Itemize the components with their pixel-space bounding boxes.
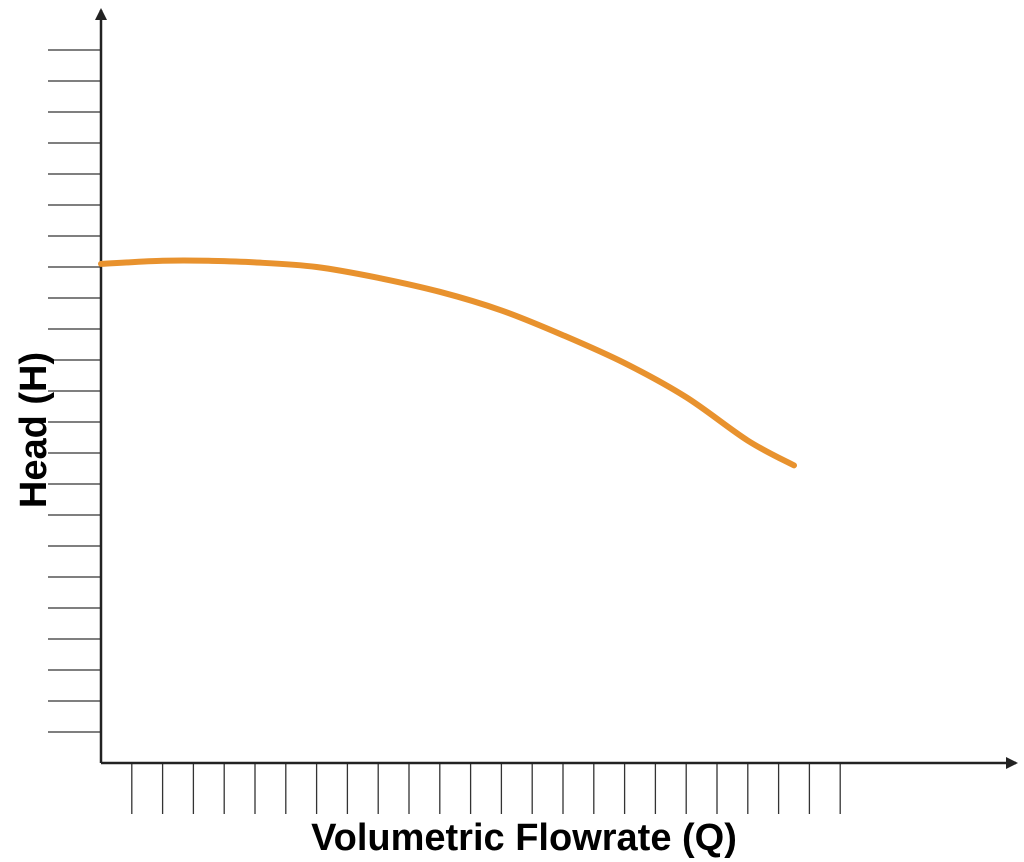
series-group: [98, 257, 797, 469]
series-line-0: [98, 257, 797, 469]
x-axis-ticks: [131, 763, 841, 814]
y-axis-label: Head (H): [13, 352, 55, 508]
y-axis-ticks: [48, 49, 101, 733]
x-axis-label: Volumetric Flowrate (Q): [311, 817, 737, 859]
